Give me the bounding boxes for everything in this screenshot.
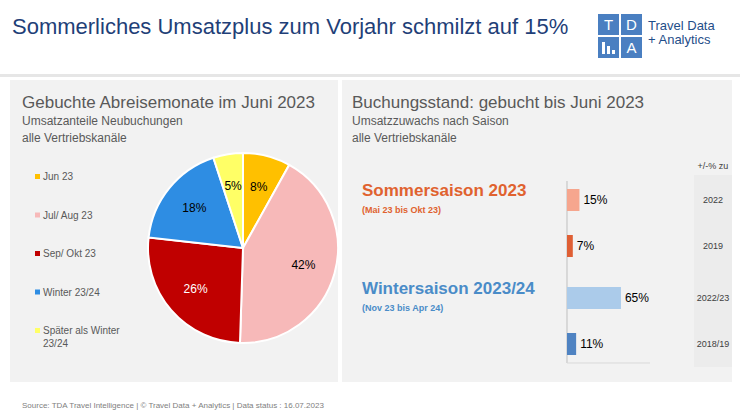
logo-letter: D	[626, 16, 637, 33]
chart-subtitle: Umsatzanteile Neubuchungen	[22, 114, 183, 128]
logo-icon	[607, 46, 610, 54]
logo-letter: A	[626, 39, 636, 56]
legend-label: Später als Winter 23/24	[43, 325, 120, 349]
legend-label: Jun 23	[43, 171, 73, 182]
series-subtitle: (Mai 23 bis Okt 23)	[362, 205, 441, 215]
logo-icon	[602, 42, 605, 54]
pie-slice	[213, 153, 243, 248]
text-line: Sep/ Okt 23	[43, 248, 96, 259]
bar	[567, 333, 576, 355]
axis-line	[567, 363, 650, 364]
legend-swatch	[35, 213, 40, 218]
logo-text: Travel Data	[648, 18, 715, 33]
bars	[567, 189, 621, 355]
chart-page: Sommerliches Umsatzplus zum Vorjahr schm…	[0, 0, 740, 416]
text-line: Jun 23	[43, 171, 73, 182]
category-label: 2018/19	[697, 339, 730, 349]
legend-swatch	[35, 251, 40, 256]
bar	[567, 235, 573, 257]
logo-icon	[612, 50, 615, 54]
chart-subtitle: alle Vertriebskanäle	[352, 131, 457, 145]
right-panel	[342, 80, 732, 382]
legend-label: Sep/ Okt 23	[43, 248, 96, 259]
pie-slice	[240, 165, 338, 343]
text-line: 23/24	[43, 338, 68, 349]
legend-label: Winter 23/24	[43, 287, 100, 298]
legend-label: Jul/ Aug 23	[43, 210, 93, 221]
legend-swatch	[35, 174, 40, 179]
series-subtitle: (Nov 23 bis Apr 24)	[362, 303, 443, 313]
chart-subtitle: Umsatzzuwachs nach Saison	[352, 114, 509, 128]
data-label: 15%	[583, 193, 607, 207]
legend-swatch	[35, 290, 40, 295]
logo-box	[598, 14, 619, 35]
category-label: 2022/23	[697, 293, 730, 303]
pie	[148, 153, 338, 343]
chart-title: Gebuchte Abreisemonate im Juni 2023	[22, 93, 315, 112]
bar	[567, 189, 579, 211]
header-shadow	[0, 74, 740, 77]
logo-text: + Analytics	[648, 32, 711, 47]
chart-title: Buchungsstand: gebucht bis Juni 2023	[352, 93, 644, 112]
data-label: 42%	[291, 258, 315, 272]
data-label: 8%	[250, 180, 268, 194]
compare-column	[694, 175, 732, 367]
category-label: 2022	[703, 195, 723, 205]
column-header: +/-% zu	[698, 161, 729, 171]
text-line: Winter 23/24	[43, 287, 100, 298]
logo-box	[598, 37, 619, 58]
legend-swatch	[35, 328, 40, 333]
logo-box	[621, 37, 642, 58]
data-label: 7%	[577, 239, 595, 253]
logo-box	[621, 14, 642, 35]
data-label: 65%	[625, 291, 649, 305]
data-label: 5%	[224, 179, 242, 193]
logo-letter: T	[604, 16, 613, 33]
text-line: Jul/ Aug 23	[43, 210, 93, 221]
source: Source: TDA Travel Intelligence | © Trav…	[22, 401, 324, 410]
series-name: Wintersaison 2023/24	[362, 279, 535, 298]
data-label: 11%	[580, 337, 603, 351]
category-label: 2019	[703, 241, 723, 251]
main-title: Sommerliches Umsatzplus zum Vorjahr schm…	[12, 14, 568, 39]
bar	[567, 287, 621, 309]
pie-slice	[148, 237, 243, 342]
data-label: 26%	[184, 282, 208, 296]
chart-subtitle: alle Vertriebskanäle	[22, 131, 127, 145]
data-label: 18%	[182, 201, 206, 215]
series-name: Sommersaison 2023	[362, 181, 526, 200]
text-line: Später als Winter	[43, 325, 120, 336]
background	[0, 0, 740, 416]
left-panel	[10, 80, 338, 382]
